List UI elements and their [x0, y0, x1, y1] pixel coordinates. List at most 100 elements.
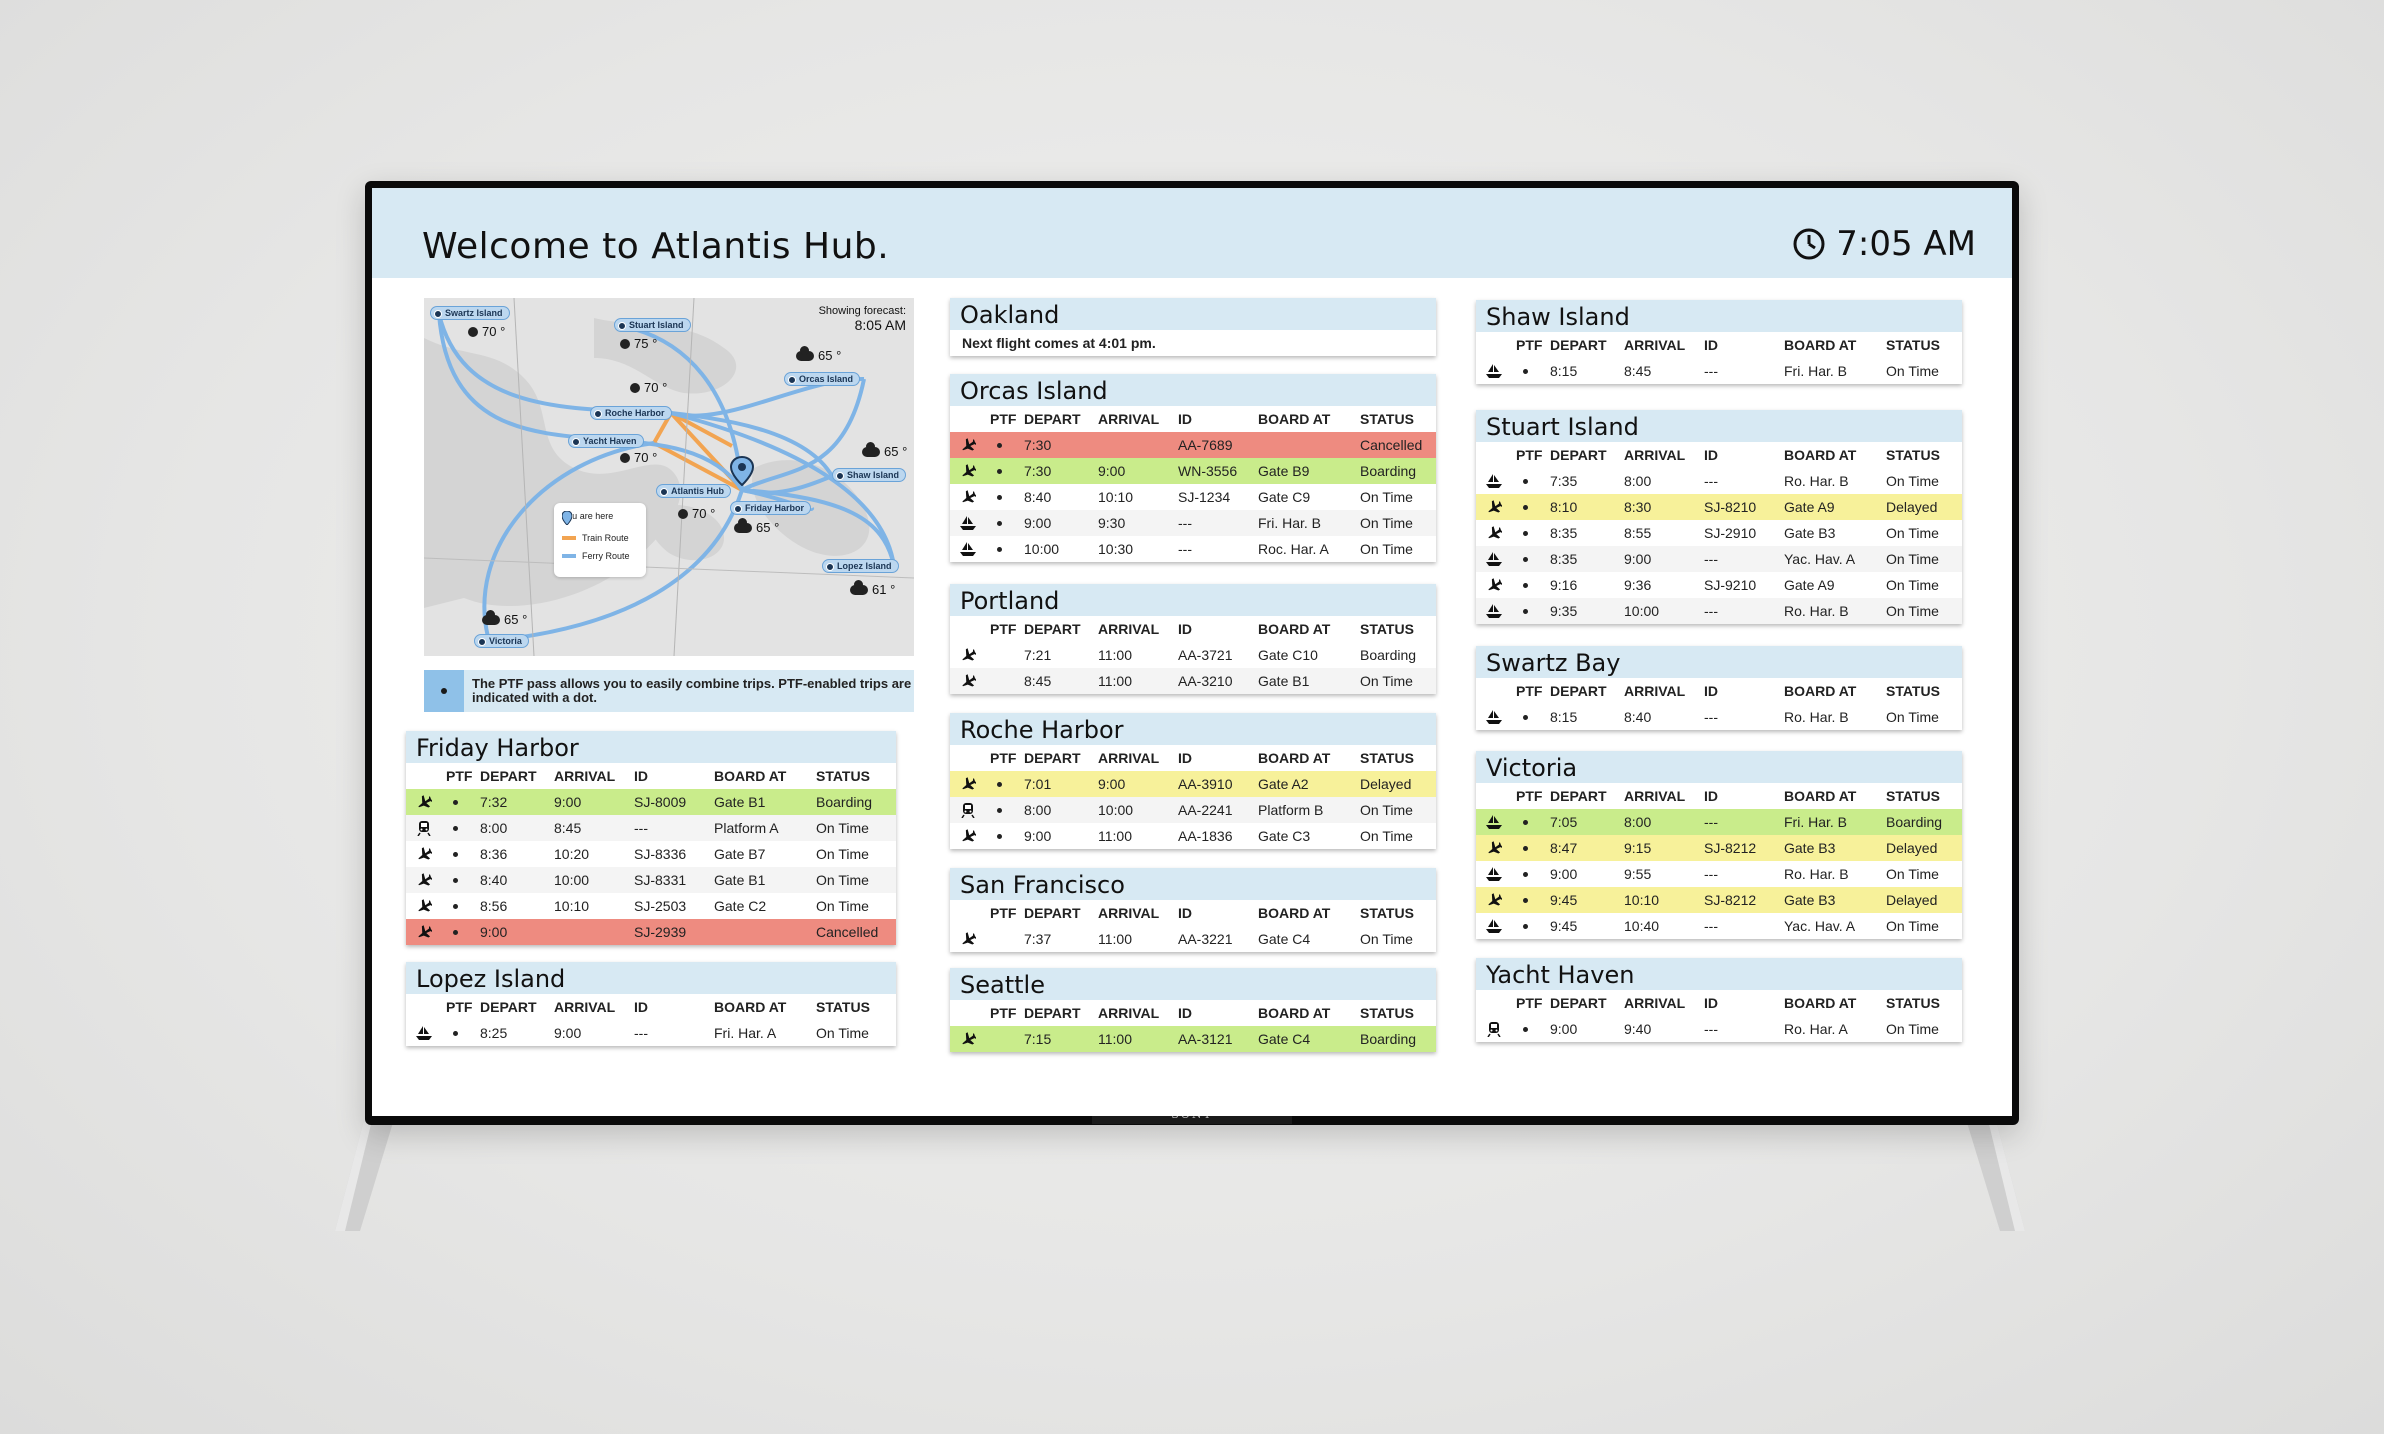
table-row[interactable]: 8:15 8:45 --- Fri. Har. B On Time [1476, 358, 1962, 384]
table-header: PTF DEPART ARRIVAL ID BOARD AT STATUS [950, 1000, 1436, 1026]
cell-id: --- [1178, 536, 1192, 562]
ptf-dot [997, 782, 1002, 787]
cell-board-at: Gate B3 [1784, 520, 1835, 546]
column-header-arrival: ARRIVAL [1624, 332, 1685, 358]
table-row[interactable]: 9:35 10:00 --- Ro. Har. B On Time [1476, 598, 1962, 624]
table-row[interactable]: 8:40 10:10 SJ-1234 Gate C9 On Time [950, 484, 1436, 510]
ptf-dot [1523, 479, 1528, 484]
table-row[interactable]: 9:00 SJ-2939 Cancelled [406, 919, 896, 945]
table-row[interactable]: 9:16 9:36 SJ-9210 Gate A9 On Time [1476, 572, 1962, 598]
cell-arrival: 8:00 [1624, 809, 1651, 835]
column-header-board-at: BOARD AT [1258, 616, 1330, 642]
cell-id: --- [1704, 704, 1718, 730]
map-label-swartz[interactable]: Swartz Island [430, 306, 510, 320]
cell-board-at: Gate B1 [714, 867, 765, 893]
table-row[interactable]: 7:01 9:00 AA-3910 Gate A2 Delayed [950, 771, 1436, 797]
table-row[interactable]: 9:45 10:40 --- Yac. Hav. A On Time [1476, 913, 1962, 939]
table-row[interactable]: 9:45 10:10 SJ-8212 Gate B3 Delayed [1476, 887, 1962, 913]
table-row[interactable]: 10:00 10:30 --- Roc. Har. A On Time [950, 536, 1436, 562]
sun-icon [620, 339, 630, 349]
cell-depart: 8:00 [480, 815, 507, 841]
map-label-shaw[interactable]: Shaw Island [832, 468, 906, 482]
table-row[interactable]: 7:15 11:00 AA-3121 Gate C4 Boarding [950, 1026, 1436, 1052]
board-title: Oakland [950, 298, 1436, 330]
cell-arrival: 8:45 [1624, 358, 1651, 384]
ship-icon [1486, 918, 1502, 934]
cell-arrival: 10:20 [554, 841, 589, 867]
table-row[interactable]: 9:00 9:30 --- Fri. Har. B On Time [950, 510, 1436, 536]
table-row[interactable]: 8:47 9:15 SJ-8212 Gate B3 Delayed [1476, 835, 1962, 861]
clock: 7:05 AM [1792, 224, 1976, 264]
header-bar: Welcome to Atlantis Hub. 7:05 AM [372, 188, 2012, 278]
table-row[interactable]: 9:00 11:00 AA-1836 Gate C3 On Time [950, 823, 1436, 849]
cell-status: Delayed [1886, 494, 1937, 520]
column-header-board-at: BOARD AT [1784, 783, 1856, 809]
table-row[interactable]: 8:40 10:00 SJ-8331 Gate B1 On Time [406, 867, 896, 893]
cell-depart: 7:15 [1024, 1026, 1051, 1052]
cell-depart: 8:10 [1550, 494, 1577, 520]
cell-status: Boarding [816, 789, 872, 815]
legend-ferry: Ferry Route [562, 551, 630, 561]
board-shaw-island: Shaw Island PTF DEPART ARRIVAL ID BOARD AT STA… [1476, 300, 1962, 384]
cell-depart: 9:00 [1550, 1016, 1577, 1042]
ptf-dot [1523, 1027, 1528, 1032]
cell-board-at: Gate B1 [714, 789, 765, 815]
plane-icon [960, 437, 976, 453]
table-row[interactable]: 8:35 8:55 SJ-2910 Gate B3 On Time [1476, 520, 1962, 546]
map-label-roche[interactable]: Roche Harbor [590, 406, 672, 420]
ptf-dot [997, 834, 1002, 839]
ptf-dot [1523, 872, 1528, 877]
cell-arrival: 11:00 [1098, 642, 1132, 668]
map-label-yacht[interactable]: Yacht Haven [568, 434, 644, 448]
table-row[interactable]: 8:56 10:10 SJ-2503 Gate C2 On Time [406, 893, 896, 919]
table-row[interactable]: 7:35 8:00 --- Ro. Har. B On Time [1476, 468, 1962, 494]
table-row[interactable]: 7:30 AA-7689 Cancelled [950, 432, 1436, 458]
table-row[interactable]: 8:25 9:00 --- Fri. Har. A On Time [406, 1020, 896, 1046]
cell-board-at: Gate C3 [1258, 823, 1310, 849]
table-row[interactable]: 7:21 11:00 AA-3721 Gate C10 Boarding [950, 642, 1436, 668]
map-label-victoria[interactable]: Victoria [474, 634, 529, 648]
cell-arrival: 8:30 [1624, 494, 1651, 520]
cell-arrival: 10:40 [1624, 913, 1659, 939]
map-label-orcas[interactable]: Orcas Island [784, 372, 860, 386]
column-header-board-at: BOARD AT [1258, 1000, 1330, 1026]
cell-id: AA-7689 [1178, 432, 1232, 458]
table-row[interactable]: 8:36 10:20 SJ-8336 Gate B7 On Time [406, 841, 896, 867]
column-header-ptf: PTF [1516, 332, 1542, 358]
column-header-arrival: ARRIVAL [1098, 900, 1159, 926]
table-row[interactable]: 8:10 8:30 SJ-8210 Gate A9 Delayed [1476, 494, 1962, 520]
board-note: Next flight comes at 4:01 pm. [950, 330, 1436, 356]
temp-swartz: 70 ° [468, 324, 505, 339]
map-label-friday[interactable]: Friday Harbor [730, 501, 811, 515]
cell-arrival: 9:15 [1624, 835, 1651, 861]
table-row[interactable]: 8:00 10:00 AA-2241 Platform B On Time [950, 797, 1436, 823]
table-row[interactable]: 7:32 9:00 SJ-8009 Gate B1 Boarding [406, 789, 896, 815]
table-row[interactable]: 7:05 8:00 --- Fri. Har. B Boarding [1476, 809, 1962, 835]
cell-status: Boarding [1360, 642, 1416, 668]
cell-arrival: 9:30 [1098, 510, 1125, 536]
map-label-atlantis[interactable]: Atlantis Hub [656, 484, 731, 498]
map-label-stuart[interactable]: Stuart Island [614, 318, 691, 332]
table-row[interactable]: 8:15 8:40 --- Ro. Har. B On Time [1476, 704, 1962, 730]
table-row[interactable]: 9:00 9:55 --- Ro. Har. B On Time [1476, 861, 1962, 887]
cell-id: --- [634, 1020, 648, 1046]
table-row[interactable]: 7:37 11:00 AA-3221 Gate C4 On Time [950, 926, 1436, 952]
column-header-depart: DEPART [1024, 745, 1081, 771]
temp-orcas: 65 ° [796, 348, 841, 363]
column-header-ptf: PTF [990, 745, 1016, 771]
board-yacht-haven: Yacht Haven PTF DEPART ARRIVAL ID BOARD AT STA… [1476, 958, 1962, 1042]
ship-icon [1486, 866, 1502, 882]
cell-status: On Time [1886, 913, 1939, 939]
cell-board-at: Yac. Hav. A [1784, 546, 1855, 572]
table-row[interactable]: 9:00 9:40 --- Ro. Har. A On Time [1476, 1016, 1962, 1042]
cell-arrival: 8:55 [1624, 520, 1651, 546]
cell-board-at: Platform B [1258, 797, 1323, 823]
pin-icon [562, 511, 572, 525]
ptf-dot [997, 808, 1002, 813]
table-row[interactable]: 7:30 9:00 WN-3556 Gate B9 Boarding [950, 458, 1436, 484]
table-row[interactable]: 8:45 11:00 AA-3210 Gate B1 On Time [950, 668, 1436, 694]
table-row[interactable]: 8:00 8:45 --- Platform A On Time [406, 815, 896, 841]
table-row[interactable]: 8:35 9:00 --- Yac. Hav. A On Time [1476, 546, 1962, 572]
map-label-lopez[interactable]: Lopez Island [822, 559, 899, 573]
clock-icon [1792, 227, 1826, 261]
